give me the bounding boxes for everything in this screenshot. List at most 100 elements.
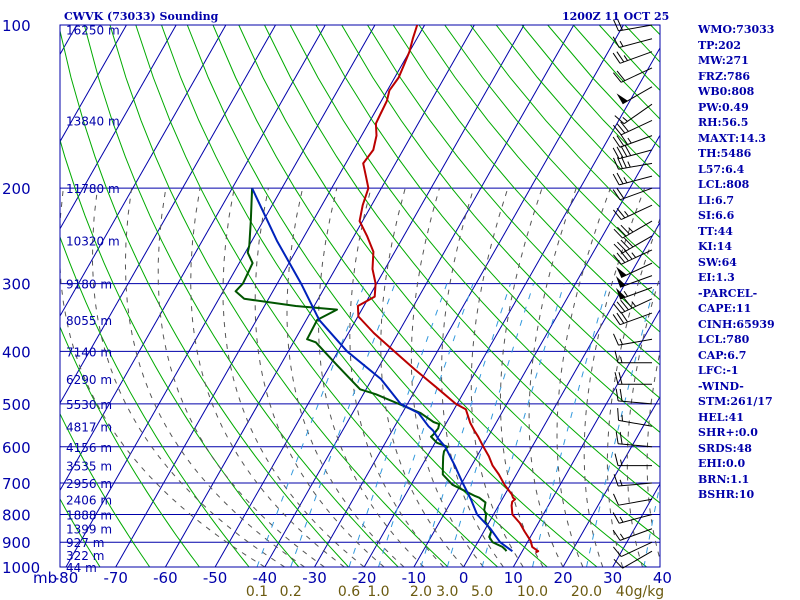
barb-staff — [620, 249, 653, 265]
barb-staff — [620, 298, 653, 314]
barb-staff — [619, 51, 653, 64]
moist-adiabat-32 — [606, 217, 660, 567]
mixing-ratio-line-3 — [446, 283, 535, 567]
barb-feather — [613, 124, 622, 136]
barb-feather — [620, 311, 628, 323]
dry-adiabat-250 — [60, 28, 349, 567]
barb-feather — [616, 70, 626, 81]
index-line: CAP:6.7 — [698, 348, 747, 362]
temperature-tick-label: -50 — [203, 569, 228, 587]
index-line: MW:271 — [698, 54, 749, 67]
temperature-tick-label: 20 — [553, 569, 572, 587]
temperature-tick-label: -70 — [103, 569, 128, 587]
index-line: STM:261/17 — [698, 395, 773, 408]
moist-adiabat--4 — [349, 188, 445, 567]
barb-feather — [623, 298, 633, 309]
mixing-ratio-label: 3.0 — [436, 584, 458, 600]
temperature-tick-label: -20 — [352, 569, 377, 587]
chart-title: CWVK (73033) Sounding — [64, 10, 219, 23]
barb-feather — [613, 546, 622, 557]
pressure-tick-label: 400 — [2, 343, 31, 361]
barb-feather — [620, 224, 630, 235]
barb-half-feather — [622, 116, 628, 122]
dry-adiabat-360 — [341, 25, 660, 399]
moist-adiabat-24 — [556, 188, 611, 567]
mixing-ratio-line-2 — [420, 283, 511, 567]
moist-adiabat--36 — [91, 188, 285, 567]
isotherm--80 — [65, 25, 376, 567]
wind-barb-700 — [613, 474, 653, 487]
barb-feather — [612, 173, 620, 186]
sounding-indices-panel: WMO:73033 TP:202 MW:271 FRZ:786 WB0:808 PW:0.… — [698, 22, 798, 503]
barb-feather — [618, 372, 623, 385]
temperature-tick-label: 0 — [459, 569, 469, 587]
barb-feather — [613, 254, 622, 265]
isotherm--100 — [60, 25, 276, 405]
height-label: 8055 m — [66, 314, 112, 328]
barb-half-feather — [631, 301, 637, 307]
dry-adiabat-220 — [60, 325, 200, 567]
barb-feather — [616, 187, 625, 199]
wind-barb-600 — [615, 431, 653, 448]
height-label: 6290 m — [66, 373, 112, 387]
moist-adiabat-8 — [441, 188, 504, 567]
height-label: 11780 m — [66, 182, 120, 196]
height-label: 2956 m — [66, 477, 112, 491]
barb-staff — [619, 513, 653, 524]
moist-adiabat--16 — [254, 188, 385, 567]
mixing-ratio-line-0.1 — [256, 283, 366, 567]
barb-half-feather — [623, 290, 628, 297]
barb-half-feather — [620, 459, 623, 466]
mixing-ratio-line-0.6 — [348, 283, 448, 567]
barb-feather — [612, 189, 621, 201]
x-unit-label: mb — [33, 569, 57, 587]
dry-adiabat-200 — [60, 497, 101, 567]
barb-feather — [616, 157, 623, 169]
pressure-tick-label: 300 — [2, 276, 31, 294]
wind-barb-112 — [612, 51, 653, 64]
barb-half-feather — [624, 211, 629, 217]
temperature-tick-label: 10 — [504, 569, 523, 587]
barb-flag — [615, 287, 626, 300]
index-line: TT:44 — [698, 224, 733, 238]
barb-staff — [623, 103, 653, 125]
barb-half-feather — [619, 533, 625, 540]
wind-barb-200 — [612, 187, 653, 201]
moist-adiabat-28 — [583, 188, 646, 567]
wind-barb-290 — [615, 275, 653, 288]
height-label: 927 m — [66, 536, 104, 550]
wind-barb-460 — [614, 372, 652, 385]
mixing-ratio-label: 40g/kg — [616, 584, 664, 600]
barb-feather — [613, 493, 619, 506]
wind-barb-140 — [614, 103, 653, 125]
plot-border — [59, 24, 661, 568]
wind-barb-900 — [613, 541, 653, 558]
barb-feather — [613, 228, 623, 239]
index-line: KI:14 — [698, 240, 733, 253]
isotherm--120 — [60, 25, 177, 230]
index-line: LFC:-1 — [698, 364, 739, 377]
barb-feather — [620, 239, 630, 250]
barb-feather — [614, 350, 619, 363]
height-label: 322 m — [66, 549, 104, 563]
wind-barb-180 — [613, 156, 653, 170]
wind-barb-120 — [613, 67, 653, 83]
barb-feather — [613, 474, 619, 487]
barb-staff — [618, 498, 653, 506]
sounding-profiles — [234, 25, 540, 554]
index-line: -PARCEL- — [698, 286, 758, 300]
height-label: 16250 m — [66, 24, 120, 38]
barb-feather — [616, 51, 625, 63]
wind-barb-230 — [613, 220, 653, 239]
index-line: RH:56.5 — [698, 116, 749, 129]
isotherm--20 — [363, 47, 660, 567]
barb-feather — [616, 207, 626, 219]
barb-staff — [620, 541, 653, 558]
barb-staff — [620, 204, 653, 221]
chart-valid-time: 1200Z 11 OCT 25 — [562, 10, 669, 23]
wind-barb-935 — [613, 550, 653, 569]
barb-feather — [612, 512, 620, 524]
barb-feather — [623, 237, 634, 248]
isotherms — [60, 25, 660, 567]
